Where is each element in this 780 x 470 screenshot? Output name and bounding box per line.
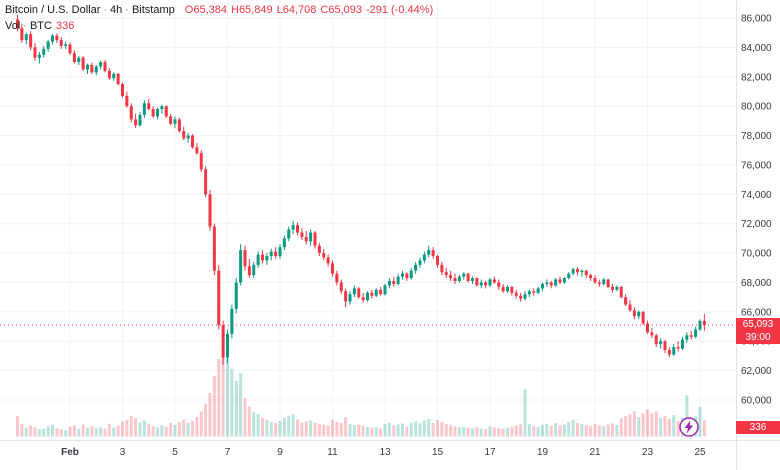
svg-text:19: 19 [537, 447, 549, 458]
symbol-legend-row: Bitcoin / U.S. Dollar · 4h · Bitstamp O65,384… [5, 3, 433, 17]
close-value: 65,093 [328, 4, 362, 16]
svg-text:5: 5 [172, 447, 178, 458]
svg-text:17: 17 [484, 447, 496, 458]
close-label: C [320, 4, 329, 16]
svg-text:84,000: 84,000 [741, 43, 772, 54]
legend-separator: · [103, 4, 108, 16]
change-value: -291 (-0.44%) [365, 4, 434, 16]
svg-text:3: 3 [120, 447, 126, 458]
lightning-bolt-icon [679, 417, 699, 437]
volume-label[interactable]: Vol [5, 20, 21, 32]
lightning-boost-button[interactable] [678, 416, 700, 438]
low-value: 64,708 [282, 4, 317, 16]
volume-value: 336 [55, 20, 75, 32]
ohlc-values: O65,384 H65,849 L64,708 C65,093 -291 (-0.44%… [181, 4, 433, 16]
svg-text:13: 13 [379, 447, 391, 458]
svg-text:66,000: 66,000 [741, 307, 772, 318]
legend-separator: · [23, 20, 27, 32]
interval-label[interactable]: 4h [110, 4, 123, 16]
svg-text:70,000: 70,000 [741, 249, 772, 260]
price-scale[interactable] [736, 0, 780, 440]
symbol-title[interactable]: Bitcoin / U.S. Dollar [5, 4, 101, 16]
svg-text:11: 11 [327, 447, 338, 458]
last-price-tag: 65,093 39:00 [736, 318, 780, 344]
svg-text:Feb: Feb [61, 447, 79, 458]
legend-separator: · [125, 4, 129, 16]
volume-currency: BTC [29, 20, 52, 32]
svg-text:68,000: 68,000 [741, 278, 772, 289]
open-value: 65,384 [193, 4, 227, 16]
svg-text:74,000: 74,000 [741, 190, 772, 201]
low-label: L [276, 4, 283, 16]
svg-text:72,000: 72,000 [741, 219, 772, 230]
last-price-value: 65,093 [742, 319, 774, 330]
open-label: O [184, 4, 194, 16]
svg-text:80,000: 80,000 [741, 102, 772, 113]
svg-text:25: 25 [694, 447, 706, 458]
svg-text:76,000: 76,000 [741, 160, 772, 171]
chart-legend: Bitcoin / U.S. Dollar · 4h · Bitstamp O65,384… [5, 3, 433, 33]
volume-axis-tag: 336 [736, 421, 780, 434]
high-value: 65,849 [238, 4, 273, 16]
svg-text:86,000: 86,000 [741, 14, 772, 25]
bar-countdown: 39:00 [745, 332, 771, 343]
svg-text:62,000: 62,000 [741, 366, 772, 377]
svg-text:60,000: 60,000 [741, 396, 772, 407]
exchange-label[interactable]: Bitstamp [131, 4, 175, 16]
svg-text:82,000: 82,000 [741, 72, 772, 83]
svg-text:21: 21 [589, 447, 601, 458]
svg-text:7: 7 [225, 447, 231, 458]
time-scale[interactable] [0, 440, 736, 470]
volume-legend-row: Vol · BTC 336 [5, 19, 433, 33]
svg-text:78,000: 78,000 [741, 131, 772, 142]
svg-text:9: 9 [277, 447, 283, 458]
svg-text:23: 23 [642, 447, 654, 458]
high-label: H [230, 4, 239, 16]
svg-text:15: 15 [432, 447, 444, 458]
